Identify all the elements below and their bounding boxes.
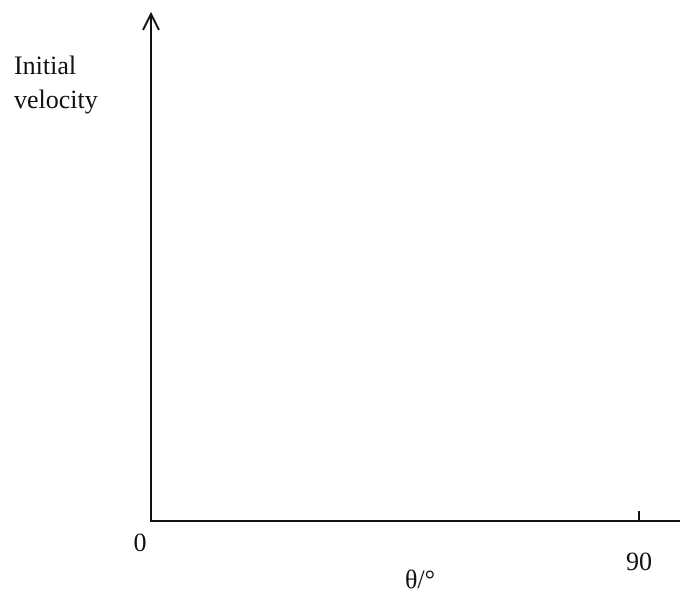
y-axis-label: Initial <box>14 51 76 80</box>
x-axis-label: θ/° <box>405 565 435 594</box>
y-axis-arrow <box>142 11 160 31</box>
y-axis-label: velocity <box>14 85 98 114</box>
x-tick-label: 0 <box>134 528 147 557</box>
x-tick-label: 90 <box>626 547 652 576</box>
